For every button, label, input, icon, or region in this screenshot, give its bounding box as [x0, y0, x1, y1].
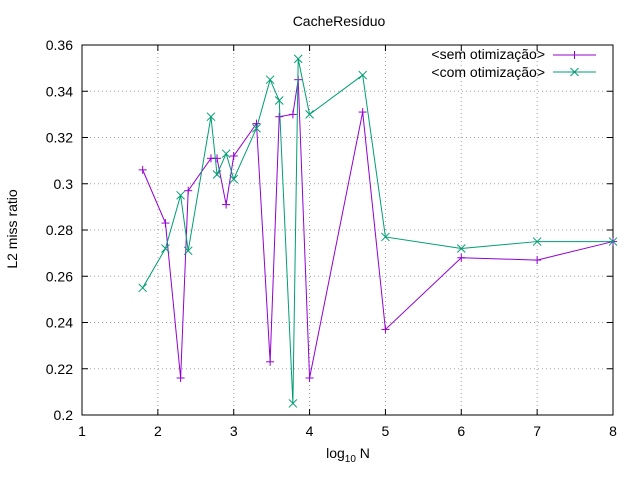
data-point-com-otimizacao — [161, 244, 170, 253]
data-point-com-otimizacao — [183, 246, 193, 256]
chart-title: CacheResíduo — [293, 13, 386, 29]
data-point-com-otimizacao — [381, 232, 390, 242]
data-point-sem-otimizacao — [457, 253, 466, 262]
data-point-sem-otimizacao — [222, 200, 231, 209]
data-point-sem-otimizacao — [161, 219, 170, 228]
data-point-sem-otimizacao — [213, 154, 222, 163]
data-point-com-otimizacao — [229, 174, 239, 184]
y-tick-label: 0.2 — [54, 407, 74, 423]
data-point-com-otimizacao — [456, 244, 466, 253]
data-point-com-otimizacao — [265, 75, 275, 85]
data-point-com-otimizacao — [358, 70, 368, 80]
plot-frame — [81, 44, 614, 416]
x-tick-label: 5 — [382, 423, 390, 439]
x-tick-label: 7 — [533, 423, 541, 439]
data-point-com-otimizacao — [293, 54, 303, 64]
grid — [82, 45, 613, 415]
data-point-sem-otimizacao — [275, 112, 284, 121]
series-group — [138, 54, 618, 408]
data-point-com-otimizacao — [608, 237, 618, 246]
y-tick-label: 0.22 — [46, 361, 73, 377]
series-line-com-otimizacao — [142, 58, 613, 404]
x-axis-label-main: log — [326, 445, 345, 461]
x-axis-label-tail: N — [356, 445, 370, 461]
data-point-sem-otimizacao — [229, 152, 238, 160]
legend-label-sem-otimizacao: <sem otimização> — [431, 46, 545, 62]
data-point-com-otimizacao — [305, 110, 314, 119]
data-point-sem-otimizacao — [305, 374, 314, 382]
x-tick-label: 3 — [230, 423, 238, 439]
x-tick-label: 8 — [609, 423, 617, 439]
data-point-com-otimizacao — [212, 170, 222, 179]
data-point-sem-otimizacao — [288, 110, 297, 119]
y-tick-label: 0.32 — [46, 130, 73, 146]
series-line-sem-otimizacao — [142, 79, 614, 379]
data-point-sem-otimizacao — [266, 357, 275, 366]
y-tick-label: 0.3 — [54, 176, 74, 192]
data-point-com-otimizacao — [532, 237, 542, 246]
data-point-sem-otimizacao — [138, 165, 147, 174]
x-axis-label-subscript: 10 — [345, 454, 357, 465]
data-point-com-otimizacao — [252, 123, 261, 133]
data-point-sem-otimizacao — [533, 256, 542, 265]
x-tick-label: 2 — [154, 423, 162, 439]
y-tick-label: 0.24 — [46, 315, 73, 331]
data-point-sem-otimizacao — [184, 186, 193, 195]
y-tick-label: 0.36 — [46, 37, 73, 53]
y-axis-label: L2 miss ratio — [4, 189, 20, 269]
x-tick-label: 6 — [457, 423, 465, 439]
legend-marker-sem-otimizacao — [570, 51, 579, 59]
data-point-com-otimizacao — [138, 283, 148, 293]
data-point-com-otimizacao — [176, 190, 185, 200]
y-tick-label: 0.26 — [46, 268, 73, 284]
data-point-sem-otimizacao — [252, 119, 261, 128]
x-axis-label: log10 N — [326, 445, 370, 465]
data-point-com-otimizacao — [288, 399, 298, 408]
y-tick-label: 0.34 — [46, 83, 73, 99]
axis-ticks: 1 2 3 4 5 6 7 8 0.2 0.22 0.24 0.26 0.28 0.3 0.32 0.34 0.… — [46, 37, 617, 439]
legend-marker-com-otimizacao — [570, 67, 579, 77]
y-tick-label: 0.28 — [46, 222, 73, 238]
x-tick-label: 1 — [78, 423, 86, 439]
data-point-sem-otimizacao — [358, 108, 367, 117]
x-tick-label: 4 — [306, 423, 314, 439]
data-point-sem-otimizacao — [176, 374, 185, 382]
legend: <sem otimização> <com otimização> — [431, 46, 596, 80]
data-point-com-otimizacao — [274, 96, 284, 105]
data-point-com-otimizacao — [221, 149, 231, 159]
data-point-com-otimizacao — [206, 112, 216, 122]
legend-label-com-otimizacao: <com otimização> — [431, 64, 545, 80]
data-point-sem-otimizacao — [381, 325, 390, 334]
